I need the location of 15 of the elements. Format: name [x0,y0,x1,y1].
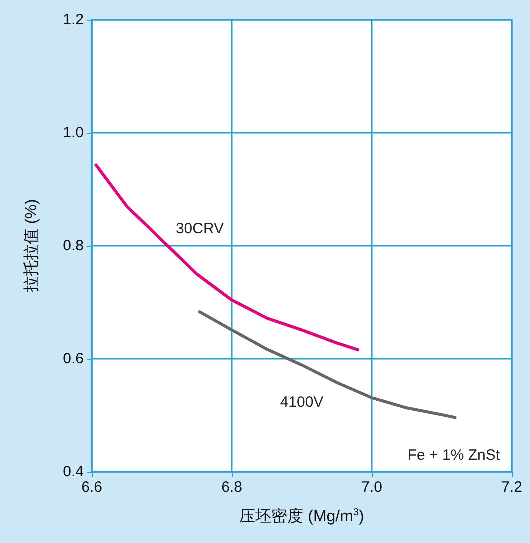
line-series [198,310,457,420]
x-tick-label: 7.0 [362,479,382,496]
y-tick-label: 0.4 [63,464,84,480]
x-tick-label: 7.2 [502,479,522,496]
y-tick-label: 1.2 [63,12,84,28]
x-tick-label: 6.6 [82,479,102,496]
line-series [94,164,360,352]
x-tick-label: 6.8 [222,479,242,496]
annotation: Fe + 1% ZnSt [408,447,501,464]
y-axis-title: 拉托拉值 (%) [22,199,40,293]
y-tick-label: 0.8 [63,238,84,254]
y-tick-label: 1.0 [63,124,84,142]
series-label: 30CRV [176,220,224,238]
series-label: 4100V [280,394,324,412]
y-tick-label: 0.6 [63,350,84,368]
